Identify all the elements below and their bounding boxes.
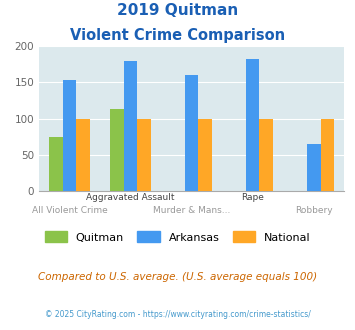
Text: Rape: Rape	[241, 193, 264, 202]
Legend: Quitman, Arkansas, National: Quitman, Arkansas, National	[40, 227, 315, 247]
Bar	[307, 144, 321, 191]
Text: 2019 Quitman: 2019 Quitman	[117, 3, 238, 18]
Bar	[124, 61, 137, 191]
Text: All Violent Crime: All Violent Crime	[32, 206, 108, 215]
Bar	[137, 119, 151, 191]
Bar	[198, 119, 212, 191]
Text: Violent Crime Comparison: Violent Crime Comparison	[70, 28, 285, 43]
Text: Compared to U.S. average. (U.S. average equals 100): Compared to U.S. average. (U.S. average …	[38, 272, 317, 282]
Bar	[260, 119, 273, 191]
Text: Murder & Mans...: Murder & Mans...	[153, 206, 230, 215]
Bar	[76, 119, 90, 191]
Bar	[110, 109, 124, 191]
Bar	[185, 75, 198, 191]
Text: Aggravated Assault: Aggravated Assault	[86, 193, 175, 202]
Text: Robbery: Robbery	[295, 206, 333, 215]
Bar	[246, 59, 260, 191]
Bar	[63, 80, 76, 191]
Bar	[49, 137, 63, 191]
Bar	[321, 119, 334, 191]
Text: © 2025 CityRating.com - https://www.cityrating.com/crime-statistics/: © 2025 CityRating.com - https://www.city…	[45, 310, 310, 319]
